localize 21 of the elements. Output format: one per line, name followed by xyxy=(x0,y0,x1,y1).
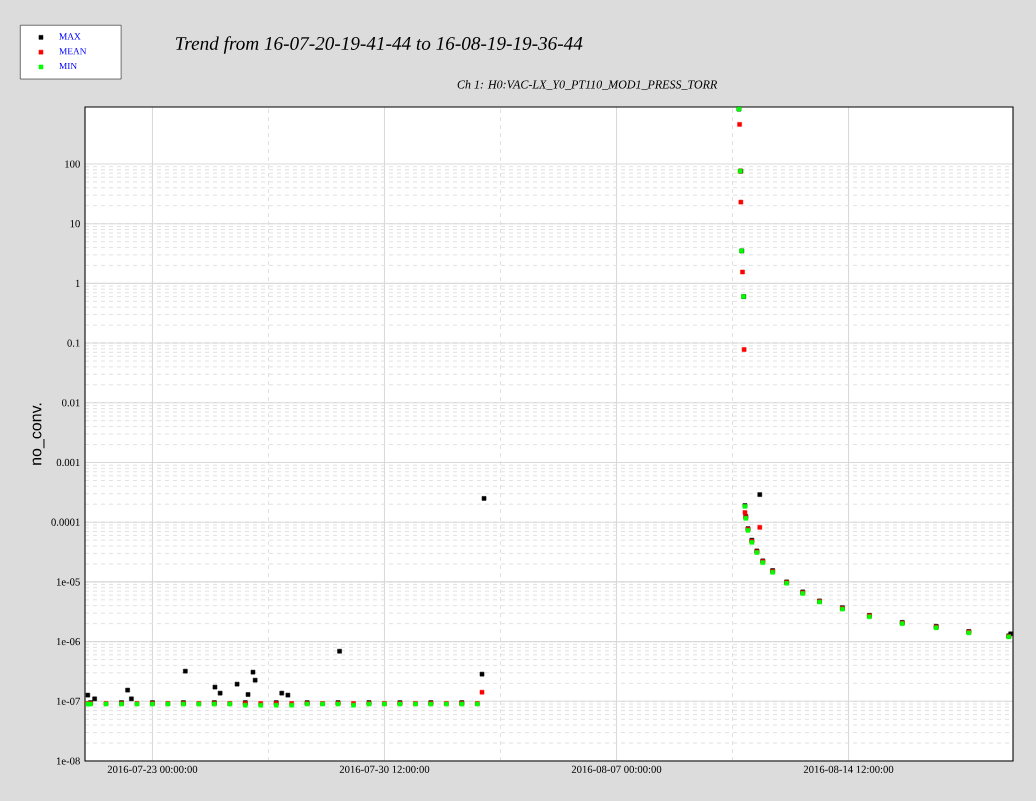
y-tick-label: 100 xyxy=(65,160,80,168)
x-tick-label: 2016-08-07 00:00:00 xyxy=(571,765,662,773)
y-tick-label: 10 xyxy=(70,220,80,228)
y-tick-label: 1e-08 xyxy=(56,757,80,765)
y-tick-label: 1e-06 xyxy=(56,638,80,646)
y-tick-label: 1 xyxy=(75,279,80,287)
y-tick-label: 0.001 xyxy=(56,458,80,467)
y-tick-label: 1e-05 xyxy=(56,578,80,586)
chart-title: Trend from 16-07-20-19-41-44 to 16-08-19-19-36-44 xyxy=(175,36,583,54)
y-tick-label: 1e-07 xyxy=(56,697,80,705)
legend-label: MEAN xyxy=(59,48,87,55)
y-tick-label: 0.0001 xyxy=(51,518,80,526)
y-tick-label: 0.1 xyxy=(67,339,80,347)
legend-label: MIN xyxy=(59,62,77,70)
x-tick-label: 2016-07-23 00:00:00 xyxy=(107,765,198,773)
y-tick-label: 0.01 xyxy=(62,399,80,407)
legend-label: MAX xyxy=(59,33,81,40)
x-tick-label: 2016-08-14 12:00:00 xyxy=(803,765,894,773)
x-tick-label: 2016-07-30 12:00:00 xyxy=(339,765,430,773)
chart-subtitle: Ch 1: H0:VAC-LX_Y0_PT110_MOD1_PRESS_TORR xyxy=(457,80,718,90)
y-axis-title: no_conv. xyxy=(32,403,45,465)
